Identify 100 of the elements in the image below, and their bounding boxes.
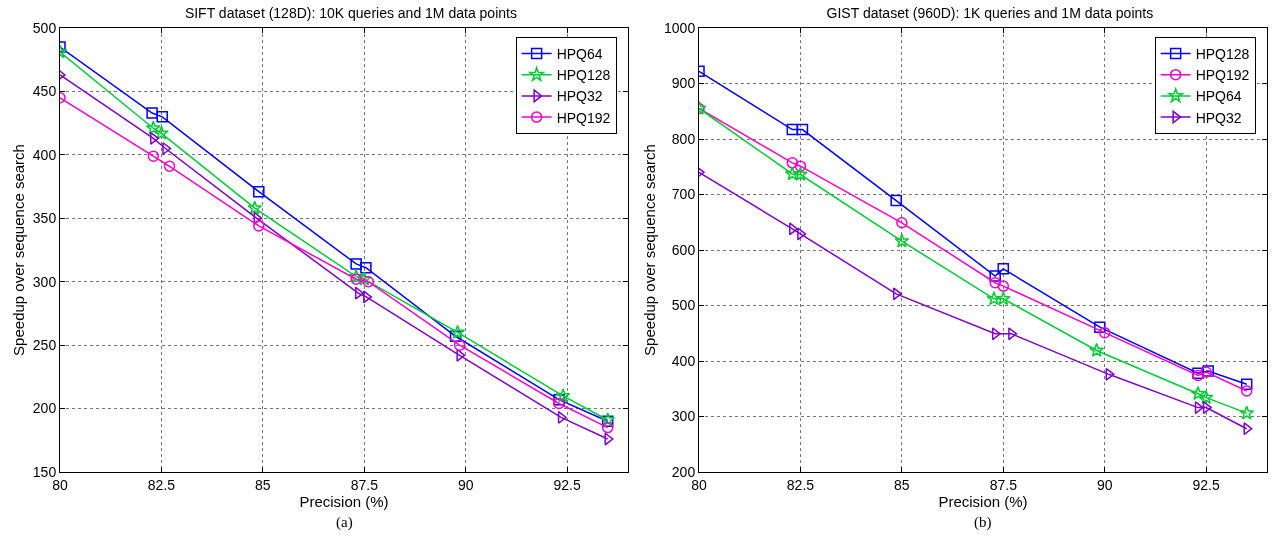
point xyxy=(253,211,263,225)
point xyxy=(997,263,1010,275)
point xyxy=(150,131,160,145)
x-tick-label: 90 xyxy=(457,476,474,493)
x-tick-label: 90 xyxy=(1096,476,1113,493)
y-tick-label: 700 xyxy=(671,186,696,203)
point xyxy=(450,324,466,339)
point xyxy=(1094,321,1106,333)
point xyxy=(786,157,799,169)
y-axis-title: Speedup over sequence search xyxy=(641,144,659,356)
point xyxy=(362,275,375,288)
legend-label: HPQ192 xyxy=(1195,67,1250,84)
legend-label: HPQ32 xyxy=(556,88,603,105)
point xyxy=(786,123,799,136)
point xyxy=(604,432,614,446)
point xyxy=(555,388,571,403)
point xyxy=(360,262,372,274)
x-tick-label: 85 xyxy=(255,476,271,493)
y-tick-label: 1000 xyxy=(664,19,696,36)
point xyxy=(1239,405,1255,420)
point xyxy=(793,166,808,181)
point xyxy=(796,123,809,136)
legend-label: HPQ192 xyxy=(556,109,611,126)
point xyxy=(363,290,373,304)
x-tick-label: 85 xyxy=(894,476,910,493)
point xyxy=(601,421,614,434)
y-tick-label: 600 xyxy=(671,241,696,258)
legend-label: HPQ64 xyxy=(1195,88,1242,105)
point xyxy=(146,107,158,119)
y-tick-label: 200 xyxy=(32,400,57,417)
point xyxy=(1008,327,1018,341)
y-tick-label: 400 xyxy=(32,146,57,163)
point xyxy=(789,222,799,236)
x-tick-label: 92.5 xyxy=(553,476,581,493)
legend-label: HPQ128 xyxy=(556,67,611,84)
point xyxy=(1190,386,1206,401)
point xyxy=(348,268,364,284)
point xyxy=(1194,401,1204,415)
chart-title: GIST dataset (960D): 1K queries and 1M data points xyxy=(826,4,1154,21)
legend-label: HPQ64 xyxy=(556,45,603,62)
y-tick-label: 800 xyxy=(671,130,696,147)
point xyxy=(1198,389,1214,405)
y-tick-label: 300 xyxy=(671,408,696,425)
point xyxy=(784,166,800,181)
point xyxy=(989,276,1001,289)
y-tick-label: 350 xyxy=(32,210,57,227)
y-tick-label: 250 xyxy=(32,337,57,354)
point xyxy=(1105,367,1115,381)
point xyxy=(797,227,807,241)
x-tick-label: 87.5 xyxy=(350,476,379,493)
y-tick-label: 500 xyxy=(32,19,57,36)
point xyxy=(154,125,169,140)
point xyxy=(147,150,160,162)
point xyxy=(991,327,1001,341)
point xyxy=(354,286,364,300)
x-tick-label: 87.5 xyxy=(989,476,1018,493)
point xyxy=(794,160,807,172)
point xyxy=(456,348,466,362)
point xyxy=(892,287,902,301)
point xyxy=(350,258,362,270)
y-tick-label: 400 xyxy=(671,352,696,369)
point xyxy=(145,120,161,135)
x-tick-label: 92.5 xyxy=(1192,476,1220,493)
x-tick-label: 82.5 xyxy=(147,476,176,493)
point xyxy=(997,280,1010,292)
point xyxy=(253,185,265,198)
y-tick-label: 450 xyxy=(32,83,57,100)
point xyxy=(890,194,902,207)
y-tick-label: 900 xyxy=(671,75,696,92)
y-axis-title: Speedup over sequence search xyxy=(10,144,28,356)
point xyxy=(350,273,362,285)
point xyxy=(894,233,910,248)
point xyxy=(896,217,908,229)
legend-label: HPQ32 xyxy=(1195,109,1242,126)
x-axis-title: Precision (%) xyxy=(299,492,389,510)
point xyxy=(253,220,265,232)
text: (b) xyxy=(974,514,992,531)
chart-title: SIFT dataset (128D): 10K queries and 1M data points xyxy=(184,4,517,21)
point xyxy=(163,160,176,173)
text: (a) xyxy=(336,514,353,531)
point xyxy=(1240,385,1253,397)
point xyxy=(1089,342,1105,357)
point xyxy=(986,291,1002,306)
point xyxy=(995,291,1011,306)
point xyxy=(156,111,168,123)
point xyxy=(557,410,567,424)
point xyxy=(247,200,263,215)
point xyxy=(453,339,466,351)
point xyxy=(1202,401,1212,415)
x-tick-label: 82.5 xyxy=(786,476,815,493)
legend-label: HPQ128 xyxy=(1195,45,1250,62)
point xyxy=(989,270,1001,282)
point xyxy=(1240,378,1253,391)
point xyxy=(1243,422,1253,436)
y-tick-label: 500 xyxy=(671,297,696,314)
y-tick-label: 300 xyxy=(32,273,57,290)
point xyxy=(356,271,372,286)
point xyxy=(1098,326,1111,339)
x-axis-title: Precision (%) xyxy=(938,492,1028,510)
point xyxy=(553,397,565,410)
